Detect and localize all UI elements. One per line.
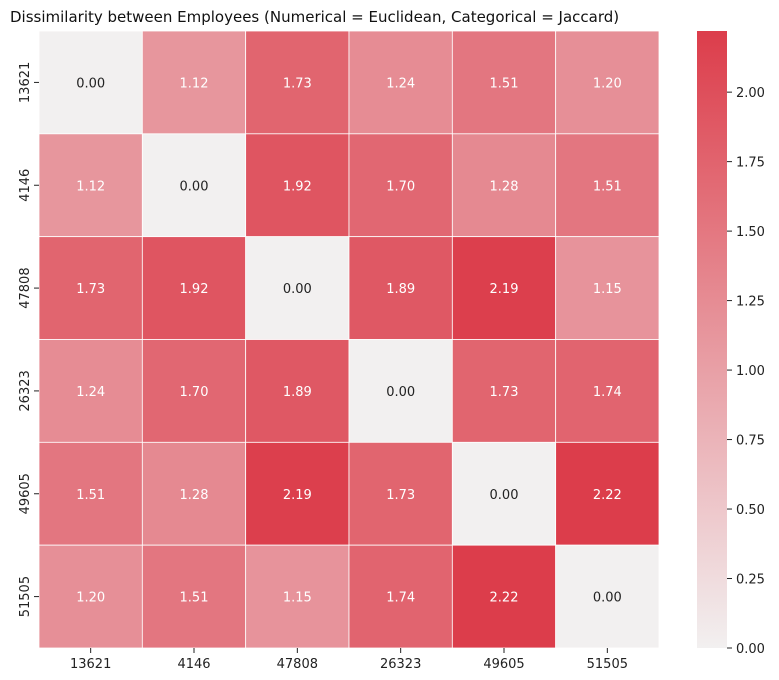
colorbar-tick-label: 0.50 bbox=[736, 503, 765, 518]
cell-value-label: 2.19 bbox=[490, 282, 519, 297]
x-tick-label: 26323 bbox=[380, 657, 421, 672]
cell-value-label: 2.22 bbox=[490, 591, 519, 606]
cell-value-label: 1.73 bbox=[386, 488, 415, 503]
heatmap-cell bbox=[348, 30, 453, 135]
cell-value-label: 1.70 bbox=[180, 385, 209, 400]
cell-value-label: 1.92 bbox=[180, 282, 209, 297]
y-tick-label: 13621 bbox=[18, 62, 33, 103]
heatmap-cell bbox=[451, 544, 557, 649]
heatmap-cell bbox=[245, 339, 350, 443]
cell-value-label: 1.51 bbox=[490, 76, 519, 91]
cell-value-label: 1.73 bbox=[490, 385, 519, 400]
heatmap-cell bbox=[348, 133, 453, 238]
cell-value-label: 0.00 bbox=[76, 76, 105, 91]
y-tick-label: 4146 bbox=[18, 169, 33, 202]
heatmap-cell bbox=[38, 544, 143, 649]
colorbar-tick-label: 1.25 bbox=[736, 295, 765, 310]
cell-value-label: 1.51 bbox=[593, 179, 622, 194]
cell-value-label: 2.19 bbox=[283, 488, 312, 503]
cell-value-label: 1.74 bbox=[593, 385, 622, 400]
cell-value-label: 0.00 bbox=[386, 385, 415, 400]
y-tick-label: 26323 bbox=[18, 370, 33, 411]
cell-value-label: 1.24 bbox=[76, 385, 105, 400]
colorbar-tick-label: 1.50 bbox=[736, 225, 765, 240]
heatmap-cell bbox=[451, 236, 557, 340]
cell-value-label: 0.00 bbox=[490, 488, 519, 503]
cell-value-label: 1.15 bbox=[283, 591, 312, 606]
cell-value-label: 1.15 bbox=[593, 282, 622, 297]
heatmap-cell bbox=[348, 441, 453, 546]
cell-value-label: 1.28 bbox=[180, 488, 209, 503]
heatmap-cell bbox=[451, 30, 557, 135]
colorbar: 0.00 0.25 0.50 0.75 1.00 1.25 1.50 1.75 2.00 bbox=[697, 31, 765, 657]
heatmap-cell bbox=[451, 339, 557, 443]
cell-value-label: 1.12 bbox=[76, 179, 105, 194]
x-tick-label: 4146 bbox=[177, 657, 210, 672]
heatmap-cells: 0.00 1.12 1.73 1.24 1.51 1.20 1.12 0.00 1.92 1.70… bbox=[38, 30, 660, 649]
heatmap-cell bbox=[555, 441, 660, 546]
cell-value-label: 1.74 bbox=[386, 591, 415, 606]
cell-value-label: 1.89 bbox=[283, 385, 312, 400]
heatmap-cell bbox=[555, 236, 660, 340]
cell-value-label: 1.20 bbox=[76, 591, 105, 606]
heatmap-cell bbox=[141, 236, 247, 340]
y-tick-label: 47808 bbox=[18, 267, 33, 308]
heatmap-cell bbox=[348, 236, 453, 340]
cell-value-label: 1.73 bbox=[283, 76, 312, 91]
cell-value-label: 1.89 bbox=[386, 282, 415, 297]
colorbar-tick-label: 0.25 bbox=[736, 573, 765, 588]
cell-value-label: 1.70 bbox=[386, 179, 415, 194]
heatmap-cell bbox=[245, 30, 350, 135]
cell-value-label: 1.12 bbox=[180, 76, 209, 91]
x-tick-label: 13621 bbox=[70, 657, 111, 672]
cell-value-label: 1.28 bbox=[490, 179, 519, 194]
colorbar-tick-label: 2.00 bbox=[736, 86, 765, 101]
heatmap-cell bbox=[555, 339, 660, 443]
y-tick-label: 51505 bbox=[18, 576, 33, 617]
cell-value-label: 1.73 bbox=[76, 282, 105, 297]
colorbar-tick-label: 0.00 bbox=[736, 642, 765, 657]
cell-value-label: 1.24 bbox=[386, 76, 415, 91]
cell-value-label: 1.20 bbox=[593, 76, 622, 91]
y-tick-label: 49605 bbox=[18, 473, 33, 514]
x-axis-ticks: 13621 4146 47808 26323 49605 51505 bbox=[70, 648, 628, 672]
cell-value-label: 0.00 bbox=[593, 591, 622, 606]
colorbar-tick-label: 0.75 bbox=[736, 434, 765, 449]
heatmap-cell bbox=[141, 133, 247, 238]
heatmap-cell bbox=[555, 133, 660, 238]
heatmap-cell bbox=[141, 339, 247, 443]
heatmap-cell bbox=[38, 236, 143, 340]
heatmap-cell bbox=[245, 441, 350, 546]
heatmap-cell bbox=[555, 30, 660, 135]
heatmap-cell bbox=[451, 441, 557, 546]
colorbar-tick-label: 1.00 bbox=[736, 364, 765, 379]
heatmap-cell bbox=[348, 339, 453, 443]
heatmap-cell bbox=[245, 236, 350, 340]
chart-title: Dissimilarity between Employees (Numeric… bbox=[10, 8, 619, 26]
cell-value-label: 0.00 bbox=[180, 179, 209, 194]
heatmap-cell bbox=[38, 339, 143, 443]
x-tick-label: 49605 bbox=[483, 657, 524, 672]
y-axis-ticks: 13621 4146 47808 26323 49605 51505 bbox=[18, 62, 39, 617]
cell-value-label: 1.92 bbox=[283, 179, 312, 194]
x-tick-label: 51505 bbox=[587, 657, 628, 672]
cell-value-label: 1.51 bbox=[180, 591, 209, 606]
cell-value-label: 2.22 bbox=[593, 488, 622, 503]
heatmap-cell bbox=[38, 441, 143, 546]
x-tick-label: 47808 bbox=[277, 657, 318, 672]
cell-value-label: 1.51 bbox=[76, 488, 105, 503]
heatmap-cell bbox=[141, 30, 247, 135]
heatmap-cell bbox=[555, 544, 660, 649]
cell-value-label: 0.00 bbox=[283, 282, 312, 297]
colorbar-gradient bbox=[697, 31, 727, 648]
heatmap-cell bbox=[38, 30, 143, 135]
colorbar-tick-label: 1.75 bbox=[736, 156, 765, 171]
